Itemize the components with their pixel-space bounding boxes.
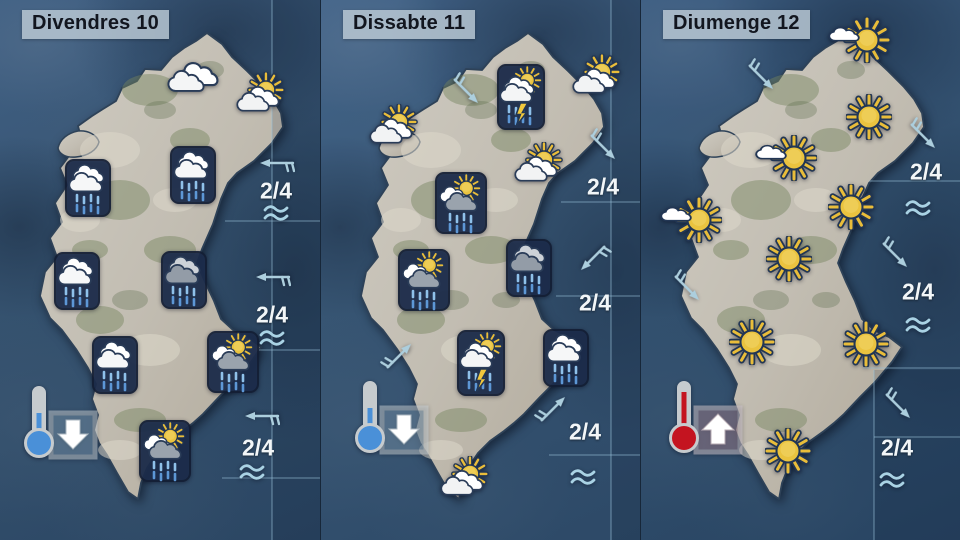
weather-icon-rain bbox=[65, 159, 111, 217]
weather-icon-sun bbox=[846, 94, 892, 140]
thermometer-up-icon bbox=[668, 378, 744, 458]
weather-icon-sun-gray-rain bbox=[435, 172, 487, 234]
sea-zone-grid bbox=[863, 180, 960, 540]
sea-state-waves-icon bbox=[905, 315, 931, 335]
wind-force-label: 2/4 bbox=[256, 301, 288, 328]
wind-direction-arrow bbox=[259, 148, 295, 178]
panel-overlay: 2/4 2/4 2/4 bbox=[0, 0, 320, 540]
panel-overlay: 2/4 2/4 2/4 bbox=[641, 0, 960, 540]
forecast-panel-divendres: 2/4 2/4 2/4 Divendres 10 bbox=[0, 0, 320, 540]
sea-zone-grid bbox=[549, 0, 640, 540]
sea-state-waves-icon bbox=[570, 467, 596, 487]
weather-icon-gray-rain bbox=[161, 251, 207, 309]
sea-state-waves-icon bbox=[879, 470, 905, 490]
weather-icon-sun bbox=[828, 184, 874, 230]
weather-icon-sun bbox=[766, 236, 812, 282]
wind-force-label: 2/4 bbox=[242, 434, 274, 461]
sea-state-waves-icon bbox=[239, 462, 265, 482]
weather-icon-sun-gray-rain bbox=[139, 420, 191, 482]
wind-force-label: 2/4 bbox=[569, 418, 601, 445]
weather-icon-gray-rain bbox=[506, 239, 552, 297]
weather-icon-sun-small-cloud bbox=[755, 135, 817, 181]
weather-icon-sun-small-cloud bbox=[828, 17, 890, 63]
weather-icon-rain bbox=[170, 146, 216, 204]
forecast-panel-dissabte: 2/4 2/4 2/4 Dissabte 11 bbox=[320, 0, 640, 540]
sea-state-waves-icon bbox=[905, 198, 931, 218]
thermometer-down-icon bbox=[354, 378, 430, 458]
day-label: Diumenge 12 bbox=[663, 10, 810, 39]
wind-force-label: 2/4 bbox=[260, 177, 292, 204]
wind-force-label: 2/4 bbox=[579, 289, 611, 316]
sea-state-waves-icon bbox=[259, 328, 285, 348]
weather-icon-sun-gray-rain bbox=[398, 249, 450, 311]
weather-icon-sun-cloud bbox=[440, 456, 494, 502]
wind-direction-arrow bbox=[244, 401, 280, 431]
weather-icon-rain bbox=[543, 329, 589, 387]
wind-force-label: 2/4 bbox=[881, 434, 913, 461]
weather-icon-storm bbox=[457, 330, 505, 396]
wind-force-label: 2/4 bbox=[902, 278, 934, 305]
weather-icon-sun-gray-rain bbox=[207, 331, 259, 393]
weather-icon-sun bbox=[843, 321, 889, 367]
weather-icon-sun bbox=[765, 428, 811, 474]
weather-icon-sun-small-cloud bbox=[660, 197, 722, 243]
sea-state-waves-icon bbox=[263, 203, 289, 223]
weather-icon-sun-cloud bbox=[572, 54, 626, 100]
panel-overlay: 2/4 2/4 2/4 bbox=[321, 0, 640, 540]
weather-icon-sun-cloud bbox=[514, 142, 568, 188]
weather-icon-storm bbox=[497, 64, 545, 130]
weather-icon-sun-cloud bbox=[369, 104, 423, 150]
weather-icon-sun bbox=[729, 319, 775, 365]
weather-icon-rain bbox=[54, 252, 100, 310]
wind-force-label: 2/4 bbox=[587, 173, 619, 200]
day-label: Divendres 10 bbox=[22, 10, 169, 39]
thermometer-down-icon bbox=[23, 383, 99, 463]
weather-icon-cloudy bbox=[167, 62, 219, 94]
wind-force-label: 2/4 bbox=[910, 158, 942, 185]
wind-direction-arrow bbox=[255, 262, 291, 292]
day-label: Dissabte 11 bbox=[343, 10, 476, 39]
weather-icon-sun-cloud bbox=[236, 72, 290, 118]
forecast-panel-diumenge: 2/4 2/4 2/4 Diumenge 12 bbox=[640, 0, 960, 540]
